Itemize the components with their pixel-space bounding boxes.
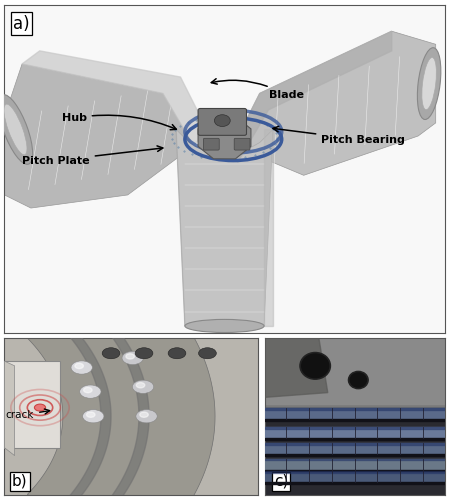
Circle shape (300, 352, 330, 379)
Circle shape (136, 410, 157, 423)
Circle shape (136, 382, 145, 388)
Circle shape (83, 410, 104, 423)
Circle shape (102, 348, 120, 359)
Polygon shape (176, 130, 273, 326)
Ellipse shape (418, 48, 441, 120)
Ellipse shape (422, 58, 436, 110)
Polygon shape (265, 338, 328, 398)
Polygon shape (233, 31, 392, 162)
Polygon shape (265, 459, 445, 460)
Polygon shape (265, 443, 445, 444)
Circle shape (122, 352, 143, 364)
Text: a): a) (13, 15, 30, 33)
Polygon shape (265, 454, 445, 456)
Polygon shape (265, 472, 445, 482)
Polygon shape (265, 408, 445, 495)
Polygon shape (176, 130, 185, 326)
FancyBboxPatch shape (203, 138, 219, 150)
Polygon shape (265, 338, 445, 408)
FancyBboxPatch shape (198, 108, 247, 136)
Polygon shape (265, 408, 445, 420)
Text: Pitch Bearing: Pitch Bearing (273, 126, 405, 145)
Polygon shape (0, 235, 149, 500)
Text: b): b) (12, 474, 28, 488)
Text: Blade: Blade (211, 78, 304, 100)
Polygon shape (265, 428, 445, 438)
Circle shape (35, 404, 46, 411)
Polygon shape (265, 470, 445, 472)
Ellipse shape (4, 104, 27, 155)
Circle shape (140, 412, 148, 418)
Polygon shape (4, 361, 15, 456)
Circle shape (168, 348, 186, 359)
Ellipse shape (185, 320, 264, 332)
Ellipse shape (0, 94, 33, 164)
Polygon shape (265, 438, 445, 440)
Polygon shape (265, 408, 445, 410)
Polygon shape (0, 256, 111, 500)
Circle shape (135, 348, 153, 359)
Text: c): c) (274, 474, 288, 488)
Circle shape (132, 380, 154, 394)
Circle shape (302, 354, 329, 378)
Circle shape (87, 412, 95, 418)
Polygon shape (264, 130, 273, 326)
Polygon shape (4, 64, 194, 208)
FancyBboxPatch shape (234, 138, 250, 150)
Circle shape (198, 348, 216, 359)
Polygon shape (265, 482, 445, 484)
Circle shape (348, 372, 368, 388)
Polygon shape (198, 116, 251, 159)
Text: crack: crack (6, 409, 50, 420)
Circle shape (214, 114, 230, 126)
Polygon shape (233, 31, 436, 176)
Polygon shape (4, 361, 60, 448)
Polygon shape (265, 338, 445, 404)
Text: Pitch Plate: Pitch Plate (22, 146, 163, 166)
Polygon shape (265, 428, 445, 429)
Circle shape (71, 361, 92, 374)
Text: Hub: Hub (62, 113, 176, 130)
Polygon shape (0, 198, 215, 500)
Circle shape (80, 385, 101, 398)
Polygon shape (265, 472, 445, 473)
Polygon shape (265, 459, 445, 470)
Polygon shape (265, 443, 445, 454)
Polygon shape (265, 420, 445, 421)
Polygon shape (4, 5, 445, 332)
Circle shape (75, 364, 84, 368)
Circle shape (350, 373, 366, 387)
Polygon shape (22, 51, 207, 146)
Circle shape (84, 388, 92, 392)
Circle shape (126, 354, 134, 359)
